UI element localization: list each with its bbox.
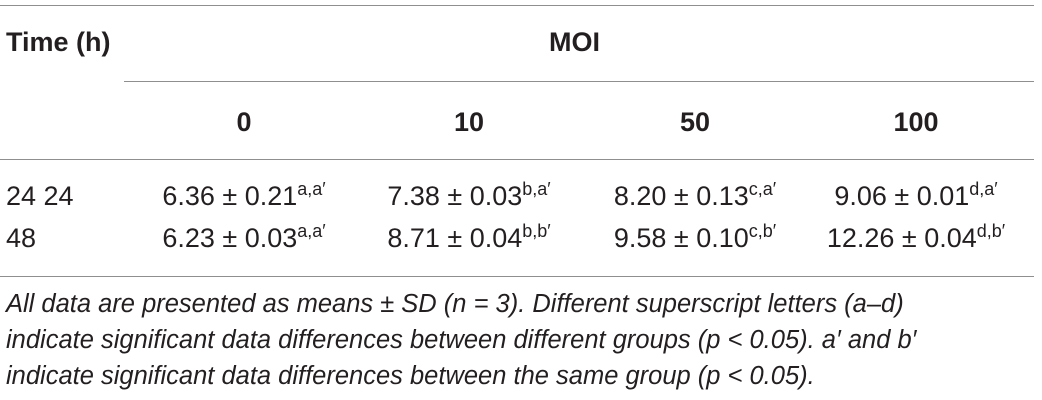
table-bottom-rule (0, 276, 1034, 277)
header-col-0: 0 (236, 107, 252, 137)
footnote-line: indicate significant data differences be… (6, 326, 917, 354)
moi-span-rule (124, 81, 1034, 82)
table-cell: 6.23 ± 0.03a,a′ (162, 221, 326, 253)
table-cell: 9.58 ± 0.10c,b′ (613, 221, 777, 253)
row-time: 24 24 (6, 181, 74, 211)
row-time: 48 (6, 223, 37, 253)
header-col-10: 10 (453, 107, 485, 137)
table-cell: 6.36 ± 0.21a,a′ (162, 179, 326, 211)
header-moi: MOI (549, 27, 600, 57)
footnote-line: All data are presented as means ± SD (n … (6, 290, 904, 318)
table-cell: 12.26 ± 0.04d,b′ (826, 221, 1006, 253)
table-cell: 7.38 ± 0.03b,a′ (387, 179, 551, 211)
footnote-line: indicate significant data differences be… (6, 362, 815, 390)
table-footnote: All data are presented as means ± SD (n … (6, 286, 1036, 394)
header-time: Time (h) (6, 27, 111, 57)
header-bottom-rule (0, 159, 1034, 160)
table-cell: 8.20 ± 0.13c,a′ (613, 179, 777, 211)
header-col-100: 100 (893, 107, 939, 137)
table-cell: 9.06 ± 0.01d,a′ (834, 179, 998, 211)
table-top-rule (0, 5, 1034, 6)
header-col-50: 50 (679, 107, 711, 137)
table-cell: 8.71 ± 0.04b,b′ (387, 221, 551, 253)
